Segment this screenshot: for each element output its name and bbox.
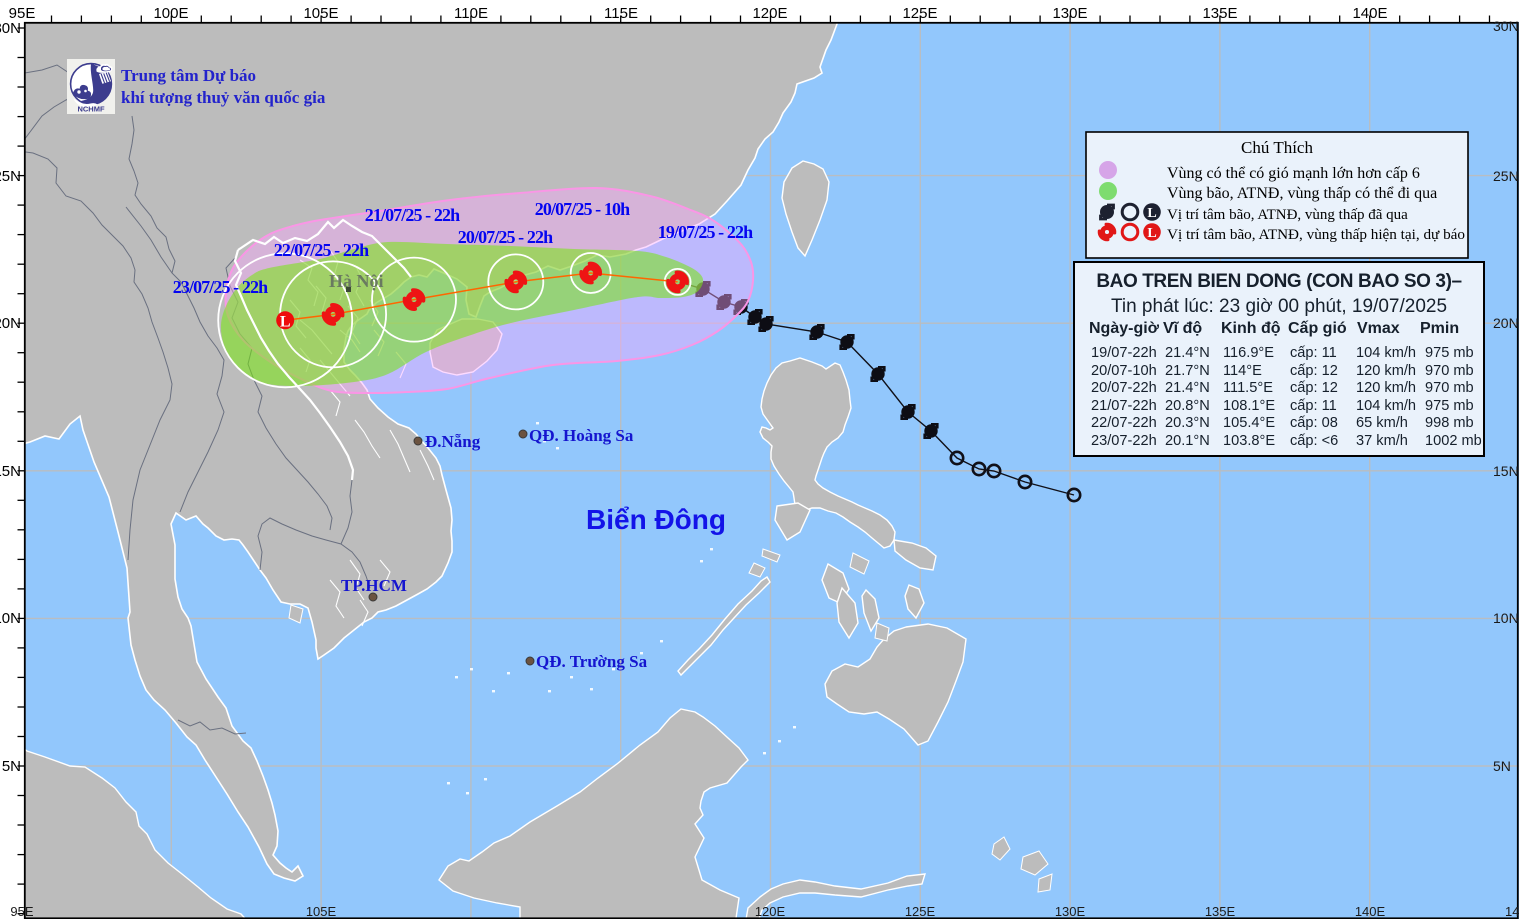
svg-text:Hà Nội: Hà Nội [329,271,384,291]
svg-text:20N: 20N [1493,315,1519,331]
svg-text:15N: 15N [0,463,21,480]
svg-text:22/07/25 - 22h: 22/07/25 - 22h [274,240,369,260]
svg-text:Vùng có thể có gió mạnh lớn hơ: Vùng có thể có gió mạnh lớn hơn cấp 6 [1167,165,1420,182]
svg-text:95E: 95E [9,5,36,22]
svg-text:23/07/25 - 22h: 23/07/25 - 22h [173,277,268,297]
svg-text:25N: 25N [1493,168,1519,184]
svg-text:120E: 120E [752,5,787,22]
svg-text:105E: 105E [303,5,338,22]
svg-text:5N: 5N [2,758,21,775]
svg-text:125E: 125E [905,904,936,919]
svg-text:21/07/25 - 22h: 21/07/25 - 22h [365,205,460,225]
svg-text:25N: 25N [0,168,21,185]
svg-text:QĐ. Trường Sa: QĐ. Trường Sa [536,652,648,671]
svg-text:Vị trí tâm bão, ATNĐ, vùng thấ: Vị trí tâm bão, ATNĐ, vùng thấp hiện tại… [1167,226,1465,243]
svg-text:135E: 135E [1202,5,1237,22]
svg-text:110E: 110E [454,5,488,22]
svg-text:Đ.Nẵng: Đ.Nẵng [425,432,481,451]
svg-text:khí tượng thuỷ văn quốc gia: khí tượng thuỷ văn quốc gia [121,88,326,107]
svg-text:10N: 10N [0,610,21,627]
svg-text:Vùng bão, ATNĐ, vùng thấp có t: Vùng bão, ATNĐ, vùng thấp có thể đi qua [1167,185,1437,202]
svg-text:10N: 10N [1493,610,1519,626]
svg-text:Biển Đông: Biển Đông [586,504,726,535]
svg-text:19/07/25 - 22h: 19/07/25 - 22h [658,222,753,242]
svg-text:30N: 30N [0,20,21,37]
svg-text:Vị trí tâm bão, ATNĐ, vùng thấ: Vị trí tâm bão, ATNĐ, vùng thấp đã qua [1167,207,1408,223]
svg-text:135E: 135E [1205,904,1236,919]
svg-text:5N: 5N [1493,758,1511,774]
svg-text:20/07/25 - 22h: 20/07/25 - 22h [458,227,553,247]
svg-text:L: L [280,314,291,331]
svg-text:20N: 20N [0,315,21,332]
svg-text:TP.HCM: TP.HCM [341,576,407,595]
svg-text:Trung tâm Dự báo: Trung tâm Dự báo [121,66,256,85]
svg-text:140E: 140E [1352,5,1387,22]
svg-text:125E: 125E [902,5,937,22]
svg-text:L: L [1147,226,1156,241]
svg-text:QĐ. Hoàng Sa: QĐ. Hoàng Sa [529,426,634,445]
svg-text:130E: 130E [1055,904,1086,919]
svg-text:NCHMF: NCHMF [77,105,104,114]
svg-text:130E: 130E [1052,5,1087,22]
svg-text:L: L [1147,206,1156,221]
svg-text:30N: 30N [1493,18,1519,34]
svg-text:105E: 105E [306,904,337,919]
svg-text:14: 14 [1505,904,1519,919]
svg-text:15N: 15N [1493,463,1519,479]
svg-text:95E: 95E [10,904,33,919]
svg-text:115E: 115E [604,5,638,22]
svg-text:20/07/25 - 10h: 20/07/25 - 10h [535,199,630,219]
svg-text:140E: 140E [1355,904,1386,919]
svg-text:100E: 100E [153,5,188,22]
svg-text:Chú Thích: Chú Thích [1241,138,1313,157]
svg-text:120E: 120E [755,904,786,919]
